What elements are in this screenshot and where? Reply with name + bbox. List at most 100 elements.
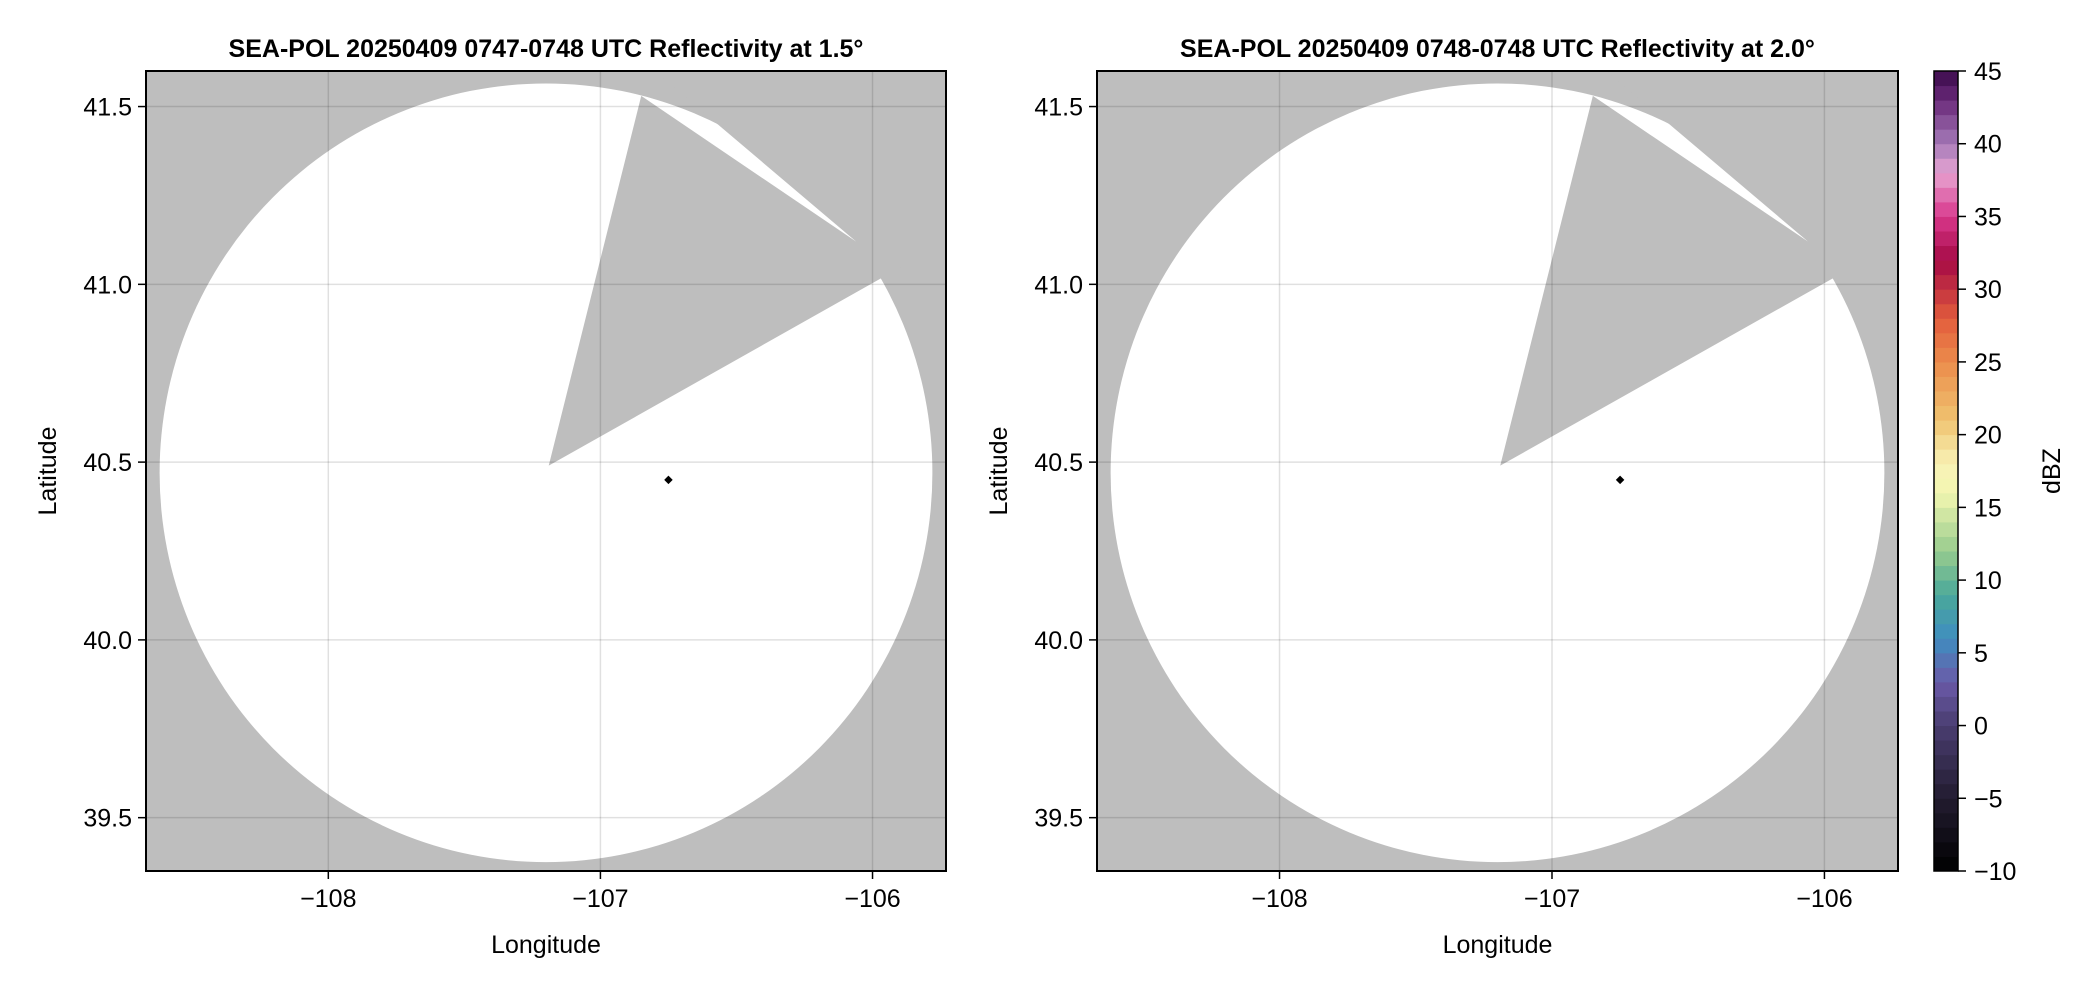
- colorbar: −10 −5 0 5 10 15 20 25 30 35 40 45 dBZ: [1933, 58, 2066, 886]
- colorbar-bin: [1934, 841, 1958, 857]
- colorbar-bin: [1934, 376, 1958, 392]
- colorbar-bin: [1934, 187, 1958, 203]
- colorbar-bin: [1934, 812, 1958, 828]
- colorbar-bin: [1934, 114, 1958, 130]
- colorbar-bin: [1934, 201, 1958, 217]
- y-tick-label: 40.5: [1034, 449, 1083, 477]
- panel-2: −108 −107 −106 39.5 40.0 40.5 41.0 41.5 SEA-POL …: [985, 35, 1899, 959]
- colorbar-bin: [1934, 667, 1958, 683]
- y-tick-label: 41.0: [1034, 271, 1083, 299]
- colorbar-bin: [1934, 347, 1958, 363]
- y-tick-label: 40.0: [1034, 627, 1083, 655]
- panel-1: −108 −107 −106 39.5 40.0 40.5 41.0 41.5 SEA-POL …: [34, 35, 947, 959]
- colorbar-bin: [1934, 129, 1958, 145]
- y-tick-label: 40.5: [83, 449, 132, 477]
- colorbar-label: dBZ: [2038, 448, 2066, 494]
- colorbar-bin: [1934, 492, 1958, 508]
- colorbar-bin: [1934, 507, 1958, 523]
- x-tick-label: −106: [1796, 885, 1852, 913]
- colorbar-bin: [1934, 85, 1958, 101]
- y-tick-label: 39.5: [1034, 805, 1083, 833]
- colorbar-bin: [1934, 594, 1958, 610]
- x-tick-label: −108: [1251, 885, 1307, 913]
- colorbar-bin: [1934, 143, 1958, 159]
- y-tick-label: 40.0: [83, 627, 132, 655]
- radar-site-marker: [1615, 475, 1625, 485]
- colorbar-bin: [1934, 652, 1958, 668]
- colorbar-frame: [1933, 70, 1959, 872]
- colorbar-bin: [1934, 725, 1958, 741]
- colorbar-bin: [1934, 332, 1958, 348]
- plot-frame: [1096, 70, 1899, 872]
- colorbar-bin: [1934, 289, 1958, 305]
- colorbar-tick-label: 20: [1974, 422, 2002, 450]
- chart-title: SEA-POL 20250409 0747-0748 UTC Reflectiv…: [229, 35, 864, 63]
- colorbar-bin: [1934, 565, 1958, 581]
- plot-frame: [145, 70, 947, 872]
- colorbar-bin: [1934, 71, 1958, 87]
- colorbar-bin: [1934, 638, 1958, 654]
- x-tick-label: −106: [844, 885, 900, 913]
- colorbar-tick-label: −10: [1974, 858, 2016, 886]
- colorbar-tick-label: 5: [1974, 640, 1988, 668]
- x-axis-label: Longitude: [491, 931, 601, 959]
- colorbar-bin: [1934, 361, 1958, 377]
- colorbar-tick-label: 35: [1974, 203, 2002, 231]
- colorbar-bin: [1934, 216, 1958, 232]
- colorbar-tick-label: 40: [1974, 131, 2002, 159]
- colorbar-bin: [1934, 478, 1958, 494]
- colorbar-bin: [1934, 696, 1958, 712]
- colorbar-bin: [1934, 827, 1958, 843]
- colorbar-bin: [1934, 769, 1958, 785]
- colorbar-bin: [1934, 260, 1958, 276]
- colorbar-tick-label: 0: [1974, 713, 1988, 741]
- blocked-sector: [548, 71, 946, 466]
- colorbar-bin: [1934, 172, 1958, 188]
- colorbar-bin: [1934, 100, 1958, 116]
- colorbar-bin: [1934, 783, 1958, 799]
- colorbar-tick-label: 45: [1974, 58, 2002, 86]
- colorbar-bin: [1934, 245, 1958, 261]
- colorbar-bin: [1934, 536, 1958, 552]
- colorbar-bin: [1934, 405, 1958, 421]
- colorbar-bin: [1934, 754, 1958, 770]
- colorbar-bin: [1934, 856, 1958, 872]
- colorbar-bin: [1934, 449, 1958, 465]
- colorbar-tick-label: 25: [1974, 349, 2002, 377]
- colorbar-bin: [1934, 391, 1958, 407]
- colorbar-bin: [1934, 711, 1958, 727]
- colorbar-bin: [1934, 521, 1958, 537]
- y-axis-label: Latitude: [985, 427, 1013, 516]
- x-axis-label: Longitude: [1443, 931, 1553, 959]
- colorbar-bin: [1934, 681, 1958, 697]
- colorbar-tick-label: 30: [1974, 276, 2002, 304]
- colorbar-bin: [1934, 609, 1958, 625]
- y-tick-label: 41.5: [83, 94, 132, 122]
- colorbar-bin: [1934, 303, 1958, 319]
- colorbar-tick-label: 15: [1974, 494, 2002, 522]
- colorbar-bin: [1934, 231, 1958, 247]
- colorbar-bin: [1934, 623, 1958, 639]
- y-tick-label: 41.0: [83, 271, 132, 299]
- x-tick-label: −107: [572, 885, 628, 913]
- colorbar-bin: [1934, 434, 1958, 450]
- colorbar-bin: [1934, 274, 1958, 290]
- colorbar-bin: [1934, 740, 1958, 756]
- y-axis-label: Latitude: [34, 427, 62, 516]
- colorbar-bin: [1934, 551, 1958, 567]
- colorbar-tick-label: 10: [1974, 567, 2002, 595]
- chart-title: SEA-POL 20250409 0748-0748 UTC Reflectiv…: [1180, 35, 1815, 63]
- colorbar-bin: [1934, 580, 1958, 596]
- colorbar-bin: [1934, 158, 1958, 174]
- x-tick-label: −107: [1524, 885, 1580, 913]
- x-tick-label: −108: [300, 885, 356, 913]
- colorbar-tick-label: −5: [1974, 785, 2003, 813]
- radar-site-marker: [664, 475, 673, 485]
- y-tick-label: 39.5: [83, 805, 132, 833]
- y-tick-label: 41.5: [1034, 94, 1083, 122]
- colorbar-bin: [1934, 318, 1958, 334]
- colorbar-bin: [1934, 463, 1958, 479]
- colorbar-bin: [1934, 798, 1958, 814]
- colorbar-bin: [1934, 420, 1958, 436]
